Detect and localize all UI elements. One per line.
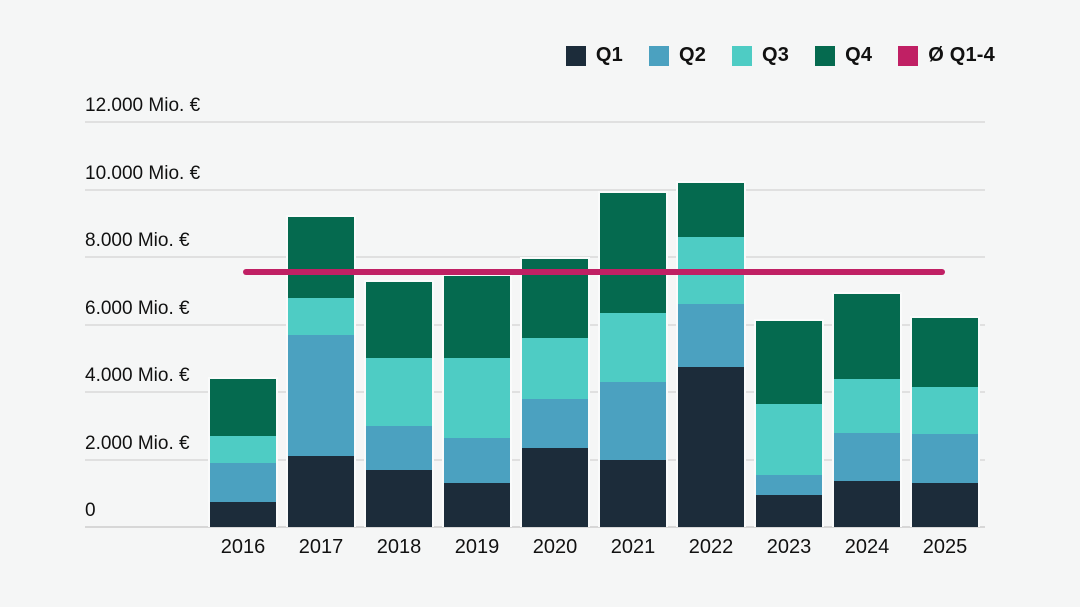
- x-tick-label-2020: 2020: [532, 536, 578, 558]
- bar-segment-q1-2020[interactable]: [522, 447, 588, 527]
- y-tick-label: 12.000 Mio. €: [85, 95, 201, 116]
- bar-segment-q2-2016[interactable]: [210, 462, 276, 502]
- bar-segment-q4-2023[interactable]: [756, 321, 822, 404]
- average-line: [243, 269, 945, 276]
- bar-segment-q1-2018[interactable]: [366, 469, 432, 527]
- bar-segment-q3-2017[interactable]: [288, 297, 354, 335]
- legend-label: Q3: [762, 44, 790, 66]
- bar-segment-q1-2024[interactable]: [834, 481, 900, 527]
- legend-label: Q2: [678, 44, 707, 66]
- y-tick-label: 2.000 Mio. €: [85, 432, 190, 454]
- bar-segment-q3-2021[interactable]: [600, 312, 666, 382]
- bar-2020[interactable]: [520, 256, 590, 527]
- gridline-10000: [85, 188, 985, 191]
- bar-segment-q4-2021[interactable]: [600, 192, 666, 313]
- bar-segment-q4-2017[interactable]: [288, 216, 354, 298]
- y-tick-label: 6.000 Mio. €: [85, 297, 190, 319]
- gridline-12000: [85, 121, 985, 123]
- legend-label: Q4: [845, 44, 873, 66]
- gridline-0: [85, 526, 985, 528]
- bar-2016[interactable]: [208, 376, 278, 527]
- x-tick-label-2019: 2019: [454, 536, 500, 558]
- x-tick-label-2017: 2017: [298, 536, 344, 558]
- legend-swatch-icon: [898, 45, 919, 66]
- bar-segment-q2-2021[interactable]: [600, 381, 666, 460]
- x-tick-label-2025: 2025: [922, 536, 968, 558]
- bar-2022[interactable]: [676, 180, 746, 527]
- bar-2025[interactable]: [910, 315, 980, 527]
- bar-segment-q3-2023[interactable]: [756, 403, 822, 475]
- bar-segment-q2-2022[interactable]: [678, 304, 744, 367]
- bar-segment-q3-2018[interactable]: [366, 358, 432, 426]
- bar-segment-q1-2022[interactable]: [678, 366, 744, 527]
- bar-2019[interactable]: [442, 273, 512, 527]
- bar-2018[interactable]: [364, 280, 434, 527]
- legend-item--q1-4[interactable]: Ø Q1-4: [898, 44, 995, 67]
- bar-segment-q4-2022[interactable]: [678, 182, 744, 237]
- legend-item-q1[interactable]: Q1: [565, 44, 623, 67]
- bar-segment-q2-2020[interactable]: [522, 398, 588, 448]
- x-tick-label-2018: 2018: [376, 536, 422, 558]
- bar-segment-q3-2025[interactable]: [912, 386, 978, 435]
- bar-segment-q2-2024[interactable]: [834, 432, 900, 482]
- legend: Q1 Q2 Q3 Q4 Ø Q1-4: [565, 44, 995, 67]
- y-tick-label: 0: [85, 500, 96, 521]
- bar-segment-q4-2025[interactable]: [912, 317, 978, 387]
- bar-segment-q1-2016[interactable]: [210, 501, 276, 527]
- bar-segment-q2-2017[interactable]: [288, 334, 354, 457]
- bar-2021[interactable]: [598, 190, 668, 527]
- bar-2017[interactable]: [286, 214, 356, 527]
- bar-segment-q3-2020[interactable]: [522, 338, 588, 399]
- legend-swatch-icon: [648, 45, 669, 66]
- x-tick-label-2021: 2021: [610, 536, 656, 558]
- bar-segment-q1-2023[interactable]: [756, 494, 822, 527]
- bar-segment-q3-2016[interactable]: [210, 435, 276, 463]
- bar-segment-q3-2019[interactable]: [444, 358, 510, 438]
- x-tick-label-2016: 2016: [220, 536, 266, 558]
- bar-2023[interactable]: [754, 319, 824, 527]
- bar-segment-q1-2025[interactable]: [912, 483, 978, 527]
- y-tick-label: 4.000 Mio. €: [85, 365, 190, 386]
- bar-segment-q3-2024[interactable]: [834, 378, 900, 433]
- x-tick-label-2024: 2024: [844, 536, 890, 558]
- legend-swatch-icon: [815, 45, 836, 66]
- plot-area: 0 2.000 Mio. € 4.000 Mio. € 6.000 Mio. € 8.0…: [85, 95, 985, 528]
- legend-swatch-icon: [732, 45, 753, 66]
- legend-label: Ø Q1-4: [928, 44, 995, 66]
- bar-segment-q4-2024[interactable]: [834, 294, 900, 379]
- bar-segment-q2-2019[interactable]: [444, 437, 510, 484]
- bar-segment-q2-2023[interactable]: [756, 474, 822, 495]
- legend-swatch-icon: [565, 45, 586, 66]
- bar-segment-q2-2025[interactable]: [912, 434, 978, 484]
- bar-segment-q1-2021[interactable]: [600, 459, 666, 527]
- legend-label: Q1: [595, 44, 623, 66]
- y-tick-label: 8.000 Mio. €: [85, 230, 190, 251]
- bar-2024[interactable]: [832, 292, 902, 527]
- x-tick-label-2022: 2022: [688, 536, 734, 558]
- legend-item-q4[interactable]: Q4: [815, 44, 872, 67]
- bar-segment-q1-2017[interactable]: [288, 456, 354, 527]
- x-tick-label-2023: 2023: [766, 536, 812, 558]
- bar-segment-q4-2019[interactable]: [444, 275, 510, 359]
- bar-segment-q2-2018[interactable]: [366, 425, 432, 470]
- legend-item-q2[interactable]: Q2: [648, 44, 707, 67]
- bar-segment-q1-2019[interactable]: [444, 483, 510, 527]
- y-tick-label: 10.000 Mio. €: [85, 162, 201, 184]
- bar-segment-q4-2016[interactable]: [210, 378, 276, 436]
- legend-item-q3[interactable]: Q3: [732, 44, 789, 67]
- x-axis: 2016 2017 2018 2019 2020 2021 2022 2023 2024 2025: [85, 527, 985, 567]
- bar-segment-q4-2018[interactable]: [366, 282, 432, 359]
